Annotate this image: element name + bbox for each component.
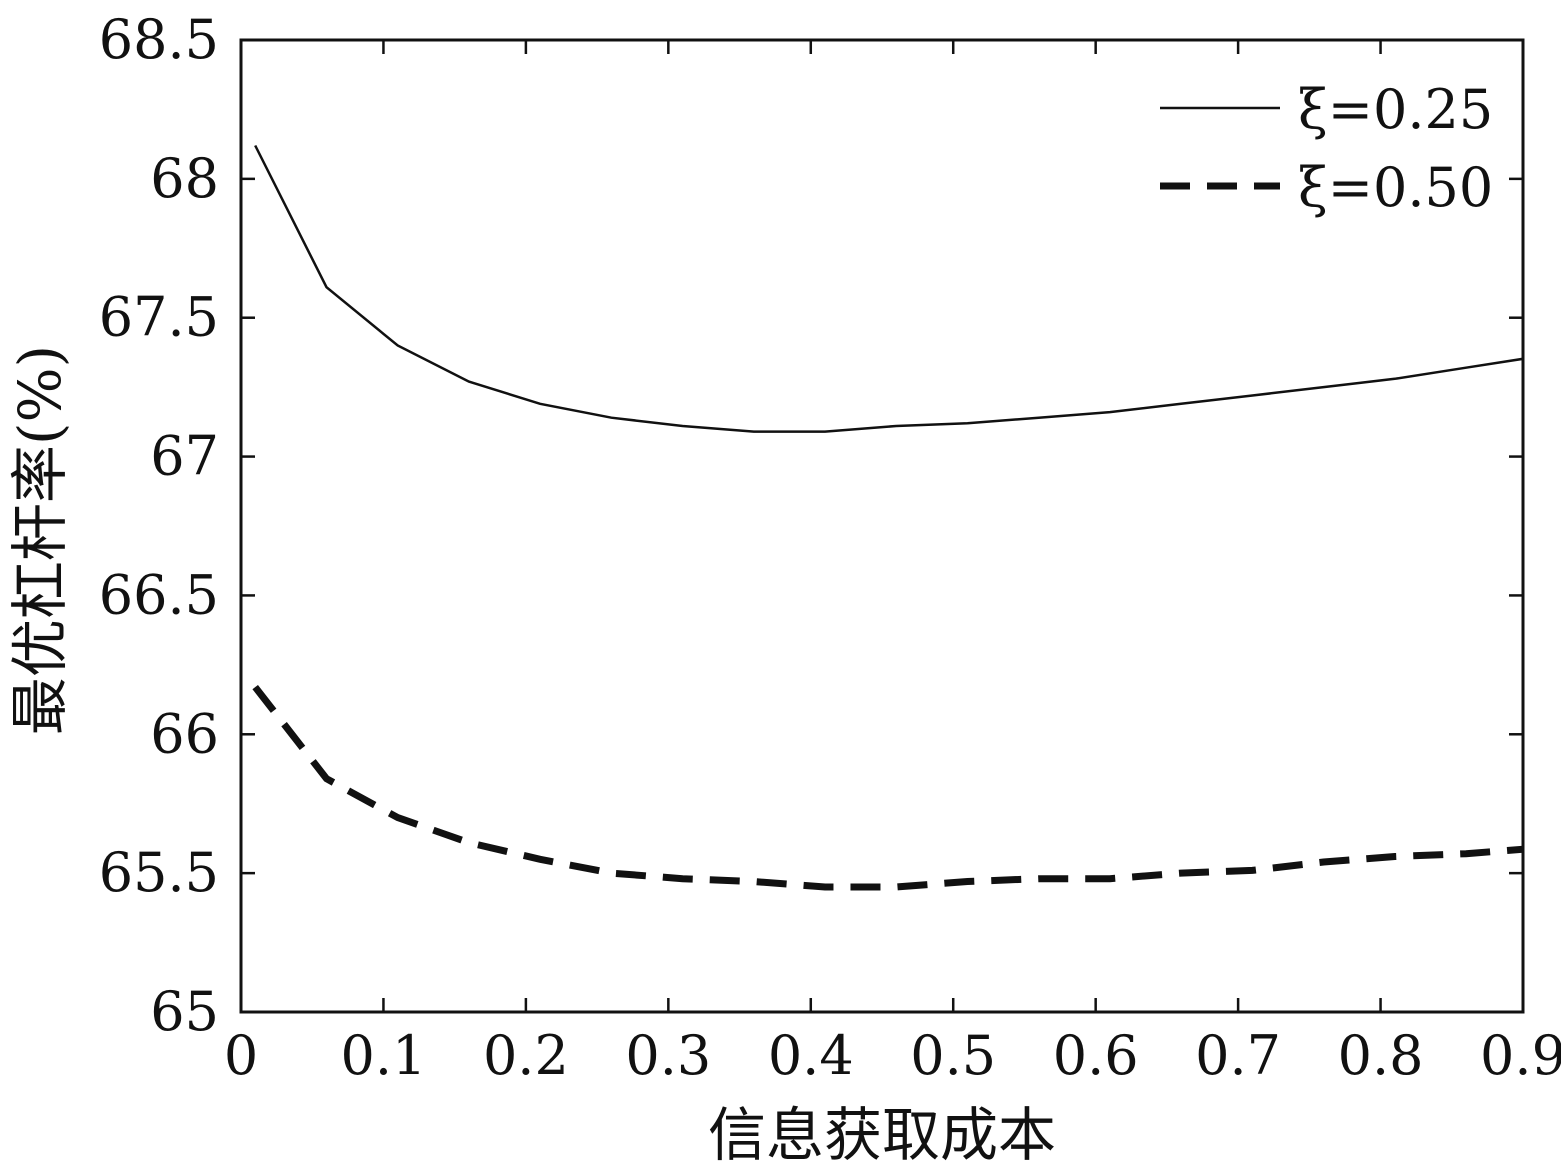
x-tick-label: 0.9 [1480, 1024, 1561, 1087]
x-tick-label: 0.1 [340, 1024, 426, 1087]
y-tick-label: 68 [150, 147, 219, 210]
axis-ticks [239, 38, 1525, 1014]
x-tick-label: 0.7 [1195, 1024, 1281, 1087]
legend-label-2: ξ=0.50 [1298, 156, 1493, 219]
x-tick-label: 0 [224, 1024, 258, 1087]
y-tick-label: 65.5 [99, 841, 219, 904]
y-tick-label: 65 [150, 980, 219, 1043]
y-tick-label: 68.5 [99, 8, 219, 71]
series-line-2 [252, 684, 1523, 891]
x-tick-label: 0.6 [1053, 1024, 1139, 1087]
tick-labels: 0 0.1 0.2 0.3 0.4 0.5 0.6 0.7 0.8 0.9 65 65.5 66 66.5… [99, 8, 1561, 1087]
y-axis-title: 最优杠杆率(%) [6, 345, 74, 735]
legend: ξ=0.25 ξ=0.50 [1160, 78, 1493, 219]
legend-label-1: ξ=0.25 [1298, 78, 1493, 141]
x-tick-label: 0.8 [1338, 1024, 1424, 1087]
x-tick-label: 0.4 [768, 1024, 854, 1087]
x-tick-label: 0.3 [625, 1024, 711, 1087]
y-tick-label: 67.5 [99, 286, 219, 349]
plot-frame [239, 38, 1525, 1014]
series-layer [252, 144, 1523, 891]
y-tick-label: 66.5 [99, 563, 219, 626]
y-tick-label: 66 [150, 702, 219, 765]
x-tick-label: 0.2 [483, 1024, 569, 1087]
x-tick-label: 0.5 [910, 1024, 996, 1087]
y-tick-label: 67 [150, 425, 219, 488]
x-axis-title: 信息获取成本 [708, 1101, 1056, 1169]
series-line-1 [254, 144, 1523, 433]
